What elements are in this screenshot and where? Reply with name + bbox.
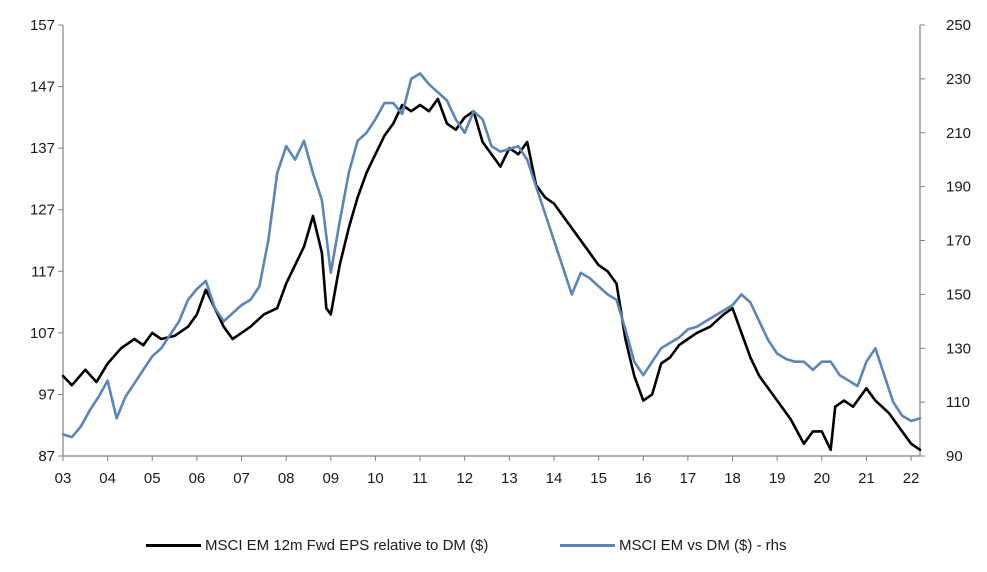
legend: MSCI EM 12m Fwd EPS relative to DM ($) M… bbox=[0, 537, 987, 559]
left-tick-label: 137 bbox=[30, 140, 55, 157]
chart-frame bbox=[62, 25, 921, 457]
x-tick-label: 11 bbox=[412, 470, 428, 487]
x-tick-label: 08 bbox=[278, 470, 295, 487]
x-tick-label: 12 bbox=[456, 470, 473, 487]
left-tick-label: 127 bbox=[30, 202, 55, 219]
x-tick-label: 17 bbox=[680, 470, 697, 487]
legend-swatch-msci bbox=[560, 544, 615, 547]
x-tick-label: 18 bbox=[724, 470, 741, 487]
series-layer bbox=[61, 72, 922, 452]
x-tick-label: 21 bbox=[858, 470, 875, 487]
x-tick-label: 03 bbox=[55, 470, 72, 487]
legend-item-eps: MSCI EM 12m Fwd EPS relative to DM ($) bbox=[146, 537, 488, 554]
right-tick-label: 210 bbox=[946, 125, 971, 142]
series-line-eps-relative bbox=[61, 97, 922, 452]
right-tick-label: 110 bbox=[946, 394, 970, 411]
legend-label-msci: MSCI EM vs DM ($) - rhs bbox=[619, 537, 787, 554]
left-tick-label: 87 bbox=[38, 448, 55, 465]
right-tick-label: 170 bbox=[946, 233, 971, 250]
x-tick-label: 04 bbox=[99, 470, 116, 487]
x-tick-label: 20 bbox=[813, 470, 830, 487]
left-tick-label: 107 bbox=[30, 325, 55, 342]
x-tick-label: 05 bbox=[144, 470, 161, 487]
x-tick-label: 19 bbox=[769, 470, 786, 487]
right-tick-label: 150 bbox=[946, 286, 971, 303]
x-axis: 03 04 05 06 07 08 09 10 11 12 13 14 15 16 17 18 19 20 21 22 bbox=[55, 456, 920, 487]
legend-label-eps: MSCI EM 12m Fwd EPS relative to DM ($) bbox=[205, 537, 489, 554]
series-line-msci-em-vs-dm bbox=[61, 72, 922, 439]
right-tick-label: 90 bbox=[946, 448, 963, 465]
left-tick-label: 117 bbox=[31, 263, 55, 280]
left-y-axis: 87 97 107 117 127 137 147 157 bbox=[30, 17, 63, 465]
x-tick-label: 14 bbox=[546, 470, 563, 487]
left-tick-label: 97 bbox=[38, 386, 55, 403]
x-tick-label: 07 bbox=[233, 470, 250, 487]
x-tick-label: 10 bbox=[367, 470, 384, 487]
x-tick-label: 15 bbox=[590, 470, 607, 487]
legend-swatch-eps bbox=[146, 544, 201, 547]
legend-item-msci: MSCI EM vs DM ($) - rhs bbox=[560, 537, 787, 554]
right-tick-label: 130 bbox=[946, 340, 971, 357]
right-tick-label: 250 bbox=[946, 17, 971, 34]
right-tick-label: 190 bbox=[946, 179, 971, 196]
x-tick-label: 22 bbox=[903, 470, 920, 487]
left-tick-label: 157 bbox=[30, 17, 55, 34]
left-tick-label: 147 bbox=[30, 79, 55, 96]
right-tick-label: 230 bbox=[946, 71, 971, 88]
right-y-axis: 90 110 130 150 170 190 210 230 250 bbox=[920, 17, 971, 465]
x-tick-label: 06 bbox=[189, 470, 206, 487]
x-tick-label: 13 bbox=[501, 470, 518, 487]
x-tick-label: 16 bbox=[635, 470, 652, 487]
x-tick-label: 09 bbox=[322, 470, 339, 487]
